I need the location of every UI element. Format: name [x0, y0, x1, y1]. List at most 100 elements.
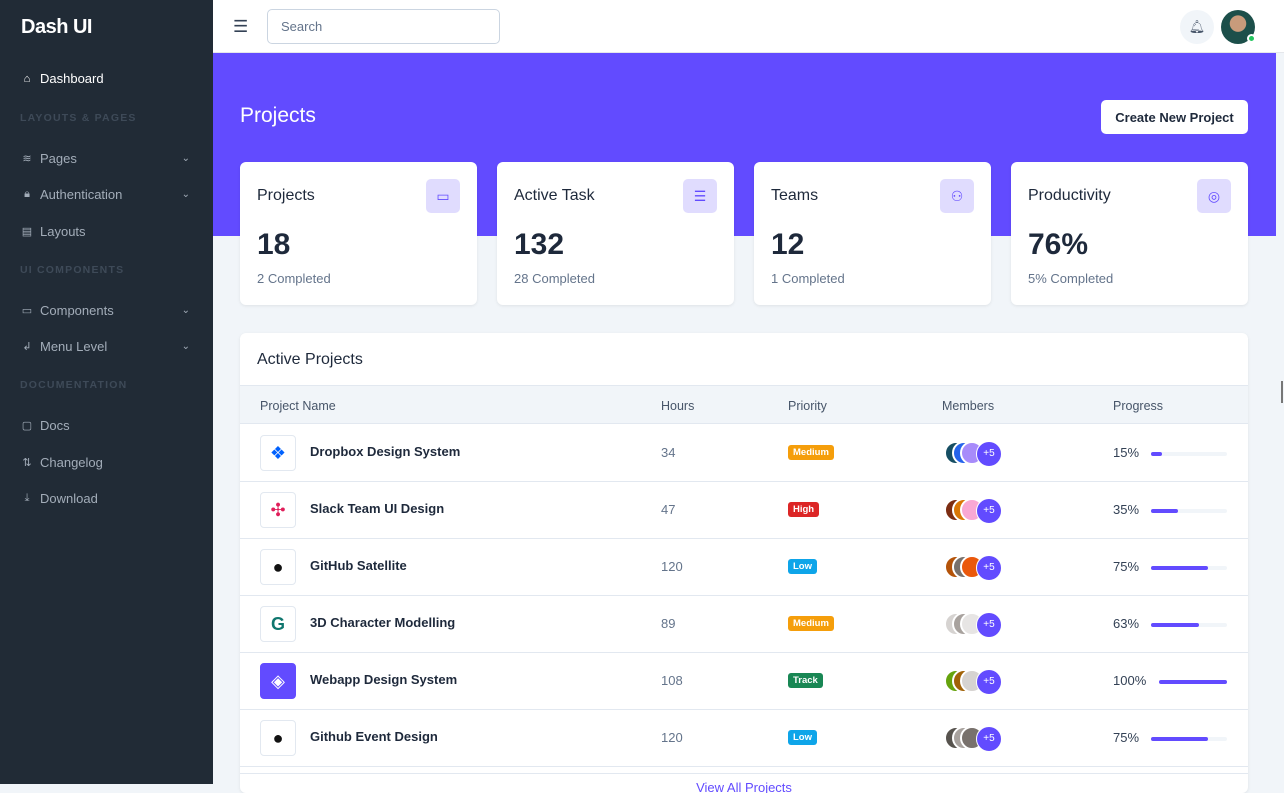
progress-fill [1151, 566, 1208, 570]
sidebar-item-changelog[interactable]: ⇅ Changelog [20, 455, 190, 470]
table-row[interactable]: ● GitHub Satellite 120 Low +5 75% [240, 539, 1248, 596]
sidebar-item-label: Pages [40, 151, 77, 166]
stat-value: 76% [1028, 228, 1089, 261]
priority-badge: High [788, 502, 820, 517]
progress-label: 100% [1113, 673, 1147, 688]
sidebar-item-components[interactable]: ▭ Components ⌄ [20, 303, 190, 318]
priority-badge: Medium [788, 445, 834, 460]
priority-badge: Low [788, 730, 817, 745]
bell-icon[interactable]: 🔔︎ [1180, 10, 1214, 44]
stat-subtext: 5% Completed [1028, 271, 1114, 286]
progress-label: 15% [1113, 445, 1140, 460]
progress-fill [1151, 737, 1208, 741]
sidebar-item-layouts[interactable]: ▤ Layouts [20, 224, 190, 239]
column-header: Progress [1113, 399, 1164, 413]
more-members-badge[interactable]: +5 [976, 612, 1002, 638]
project-hours: 108 [661, 673, 683, 688]
progress-bar [1151, 623, 1227, 627]
github-logo-icon: ● [260, 720, 296, 756]
stat-subtext: 1 Completed [771, 271, 845, 286]
project-name[interactable]: Webapp Design System [310, 672, 458, 687]
create-project-button[interactable]: Create New Project [1101, 100, 1248, 134]
card-title: Active Projects [257, 351, 363, 368]
project-name[interactable]: 3D Character Modelling [310, 615, 456, 630]
section-label: UI COMPONENTS [20, 264, 125, 276]
stat-title: Productivity [1028, 187, 1111, 204]
sidebar-item-label: Layouts [40, 224, 86, 239]
home-icon: ⌂ [23, 72, 31, 85]
corner-left-down-icon: ↲ [22, 341, 32, 353]
stat-card-active-task: Active Task ☰ 132 28 Completed [497, 162, 734, 305]
stat-card-productivity: Productivity ◎ 76% 5% Completed [1011, 162, 1248, 305]
progress-label: 75% [1113, 559, 1140, 574]
users-icon: ⚇ [940, 179, 974, 213]
stat-card-teams: Teams ⚇ 12 1 Completed [754, 162, 991, 305]
chevron-down-icon: ⌄ [181, 189, 190, 200]
scrollbar[interactable] [1276, 53, 1284, 784]
priority-badge: Medium [788, 616, 834, 631]
scrollbar-thumb[interactable] [1281, 381, 1283, 403]
briefcase-icon: ▭ [426, 179, 460, 213]
3d-modelling-logo-icon: G [260, 606, 296, 642]
sidebar-item-docs[interactable]: ▢ Docs [20, 418, 190, 433]
project-name[interactable]: Slack Team UI Design [310, 501, 445, 516]
layers-logo-icon: ◈ [260, 663, 296, 699]
search-input[interactable] [267, 9, 500, 44]
progress-bar [1151, 566, 1227, 570]
table-row[interactable]: G 3D Character Modelling 89 Medium +5 63… [240, 596, 1248, 653]
progress-label: 63% [1113, 616, 1140, 631]
sidebar-item-label: Menu Level [40, 339, 108, 354]
monitor-icon: ▭ [21, 305, 33, 317]
sidebar-item-label: Authentication [40, 187, 123, 202]
stat-card-projects: Projects ▭ 18 2 Completed [240, 162, 477, 305]
stat-subtext: 2 Completed [257, 271, 331, 286]
sidebar-item-label: Download [40, 491, 98, 506]
column-header: Members [942, 399, 995, 413]
more-members-badge[interactable]: +5 [976, 441, 1002, 467]
list-icon: ☰ [683, 179, 717, 213]
lock-icon: 🔒︎ [24, 188, 30, 200]
progress-label: 35% [1113, 502, 1140, 517]
menu-toggle-icon[interactable]: ☰ [233, 17, 249, 36]
table-row[interactable]: ✣ Slack Team UI Design 47 High +5 35% [240, 482, 1248, 539]
download-icon: ⤓ [24, 492, 30, 504]
table-row[interactable]: ❖ Dropbox Design System 34 Medium +5 15% [240, 425, 1248, 482]
project-name[interactable]: Github Event Design [310, 729, 438, 744]
more-members-badge[interactable]: +5 [976, 498, 1002, 524]
table-row[interactable]: ● Github Event Design 120 Low +5 75% [240, 710, 1248, 767]
layers-icon: ≋ [22, 153, 32, 165]
slack-logo-icon: ✣ [260, 492, 296, 528]
project-hours: 120 [661, 730, 683, 745]
more-members-badge[interactable]: +5 [976, 555, 1002, 581]
stat-title: Projects [257, 187, 315, 204]
active-projects-card: Active Projects Project Name Hours Prior… [240, 333, 1248, 793]
sidebar-item-authentication[interactable]: 🔒︎ Authentication ⌄ [20, 187, 190, 202]
view-all-projects-link[interactable]: View All Projects [240, 773, 1248, 793]
project-name[interactable]: Dropbox Design System [310, 444, 461, 459]
table-row[interactable]: ◈ Webapp Design System 108 Track +5 100% [240, 653, 1248, 710]
sidebar-item-pages[interactable]: ≋ Pages ⌄ [20, 151, 190, 166]
sidebar-item-download[interactable]: ⤓ Download [20, 491, 190, 506]
column-header: Hours [661, 399, 695, 413]
dropbox-logo-icon: ❖ [260, 435, 296, 471]
stat-title: Active Task [514, 187, 595, 204]
user-avatar[interactable] [1221, 10, 1256, 44]
more-members-badge[interactable]: +5 [976, 669, 1002, 695]
project-name[interactable]: GitHub Satellite [310, 558, 407, 573]
table-header: Project Name Hours Priority Members Prog… [240, 385, 1248, 424]
sidebar-item-menu-level[interactable]: ↲ Menu Level ⌄ [20, 339, 190, 354]
sidebar-item-dashboard[interactable]: ⌂ Dashboard [20, 71, 190, 86]
stat-value: 18 [257, 228, 291, 261]
stat-value: 132 [514, 228, 565, 261]
more-members-badge[interactable]: +5 [976, 726, 1002, 752]
chevron-down-icon: ⌄ [181, 153, 190, 164]
target-icon: ◎ [1197, 179, 1231, 213]
brand-logo[interactable]: Dash UI [21, 16, 92, 38]
stat-subtext: 28 Completed [514, 271, 595, 286]
git-pull-request-icon: ⇅ [22, 457, 32, 469]
column-header: Project Name [260, 399, 336, 413]
column-header: Priority [788, 399, 827, 413]
sidebar-item-label: Docs [40, 418, 70, 433]
progress-label: 75% [1113, 730, 1140, 745]
progress-fill [1151, 623, 1199, 627]
